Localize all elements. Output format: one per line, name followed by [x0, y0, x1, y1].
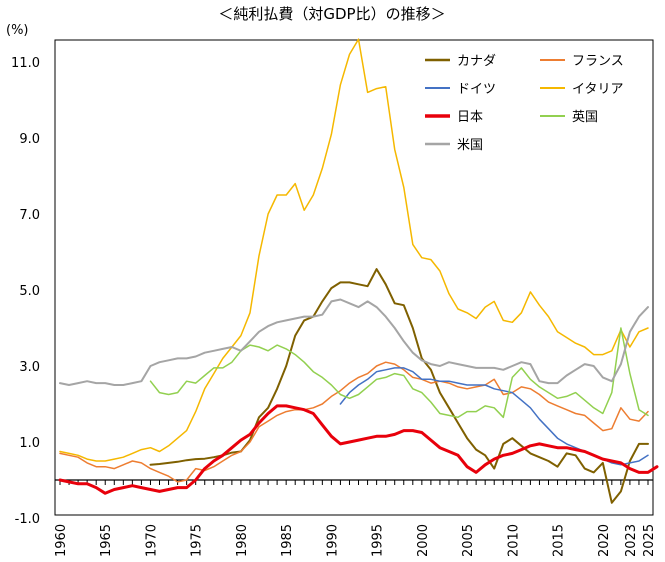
legend-item: ドイツ [425, 82, 496, 97]
x-tick-label: 1975 [190, 524, 205, 557]
x-tick-label: 2020 [597, 524, 612, 557]
y-axis-label: (%) [6, 23, 29, 38]
x-tick-label: 1980 [235, 524, 250, 557]
x-tick-label: 1995 [371, 524, 386, 557]
y-axis-ticks: -1.0 1.0 3.0 5.0 7.0 9.0 11.0 [11, 56, 40, 527]
series-line-英国 [149, 327, 649, 419]
legend-item: イタリア [540, 82, 623, 97]
legend-item: フランス [540, 54, 624, 69]
data-series [58, 38, 659, 504]
y-tick-label: 7.0 [19, 208, 40, 223]
y-tick-label: 11.0 [11, 56, 40, 71]
y-tick-label: 9.0 [19, 132, 40, 147]
plot-area [54, 39, 654, 516]
x-tick-label: 1985 [280, 524, 295, 557]
x-tick-label: 2015 [552, 524, 567, 557]
x-tick-label: 1960 [54, 524, 69, 557]
y-tick-label: -1.0 [15, 512, 40, 527]
legend-label: 英国 [572, 110, 598, 125]
zero-axis [55, 479, 653, 485]
legend-label: イタリア [572, 82, 623, 97]
legend-label: フランス [572, 54, 624, 69]
legend-item: 日本 [425, 110, 483, 125]
x-tick-label: 2010 [506, 524, 521, 557]
series-line-カナダ [149, 268, 649, 504]
series-line-イタリア [59, 38, 649, 462]
legend-label: 日本 [457, 110, 483, 125]
legend-label: ドイツ [457, 82, 496, 97]
series-line-フランス [59, 361, 649, 483]
x-tick-label: 1965 [99, 524, 114, 557]
chart-title: ＜純利払費（対GDP比）の推移＞ [218, 5, 445, 23]
legend-label: 米国 [457, 138, 483, 153]
x-axis-ticks: 1960 1965 1970 1975 1980 1985 1990 1995 2000 2005… [54, 524, 657, 557]
x-tick-label: 1970 [144, 524, 159, 557]
legend-item: 英国 [540, 110, 598, 125]
y-tick-label: 5.0 [19, 284, 40, 299]
x-tick-label: 2000 [416, 524, 431, 557]
series-line-日本 [58, 404, 659, 495]
y-tick-label: 1.0 [19, 436, 40, 451]
series-line-米国 [59, 298, 649, 386]
x-tick-label: 2025 [642, 524, 657, 557]
x-tick-label: 2023 [624, 524, 639, 557]
x-tick-label: 1990 [325, 524, 340, 557]
x-tick-label: 2005 [461, 524, 476, 557]
y-tick-label: 3.0 [19, 360, 40, 375]
legend-item: カナダ [425, 54, 496, 69]
legend-item: 米国 [425, 138, 483, 153]
legend-label: カナダ [457, 54, 496, 69]
